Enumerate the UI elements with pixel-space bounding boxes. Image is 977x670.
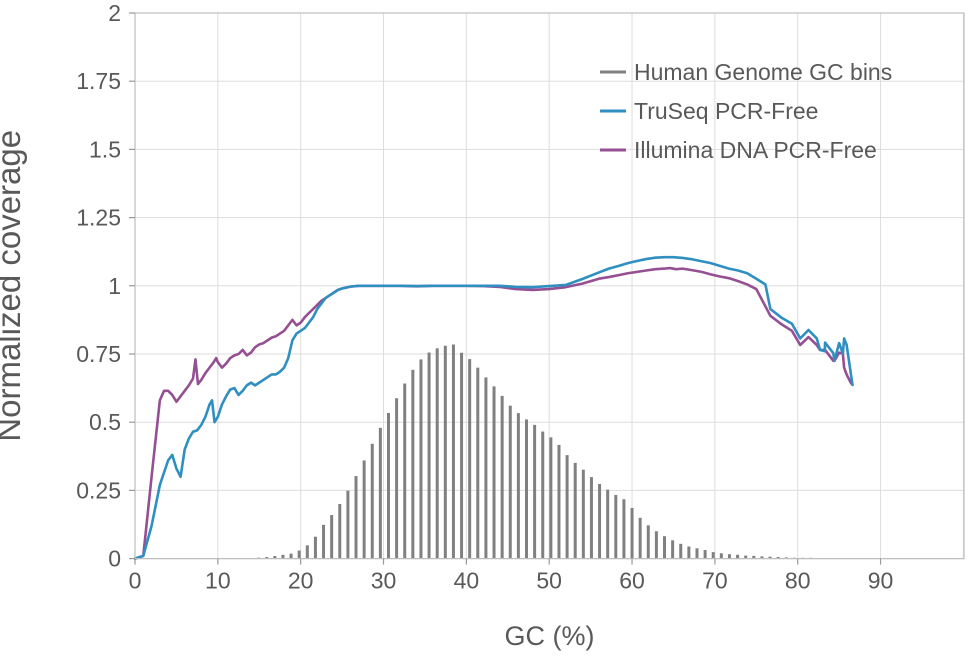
svg-text:90: 90 bbox=[868, 568, 894, 594]
svg-text:20: 20 bbox=[288, 568, 314, 594]
svg-text:1.75: 1.75 bbox=[76, 68, 121, 94]
svg-text:0.25: 0.25 bbox=[76, 477, 121, 503]
svg-text:2: 2 bbox=[108, 0, 121, 26]
svg-text:0.75: 0.75 bbox=[76, 341, 121, 367]
svg-text:Normalized coverage: Normalized coverage bbox=[0, 130, 27, 442]
svg-text:80: 80 bbox=[785, 568, 811, 594]
svg-text:70: 70 bbox=[702, 568, 728, 594]
svg-text:1.5: 1.5 bbox=[89, 136, 121, 162]
svg-text:40: 40 bbox=[454, 568, 480, 594]
svg-text:60: 60 bbox=[619, 568, 645, 594]
svg-text:30: 30 bbox=[371, 568, 397, 594]
svg-text:Illumina DNA PCR-Free: Illumina DNA PCR-Free bbox=[634, 137, 877, 163]
svg-text:1.25: 1.25 bbox=[76, 205, 121, 231]
svg-text:TruSeq PCR-Free: TruSeq PCR-Free bbox=[634, 98, 818, 124]
svg-text:1: 1 bbox=[108, 273, 121, 299]
svg-text:GC (%): GC (%) bbox=[505, 621, 595, 651]
svg-text:0: 0 bbox=[129, 568, 142, 594]
svg-text:0.5: 0.5 bbox=[89, 409, 121, 435]
svg-text:0: 0 bbox=[108, 546, 121, 572]
svg-text:10: 10 bbox=[205, 568, 231, 594]
svg-text:Human Genome GC bins: Human Genome GC bins bbox=[634, 59, 892, 85]
svg-text:50: 50 bbox=[536, 568, 562, 594]
